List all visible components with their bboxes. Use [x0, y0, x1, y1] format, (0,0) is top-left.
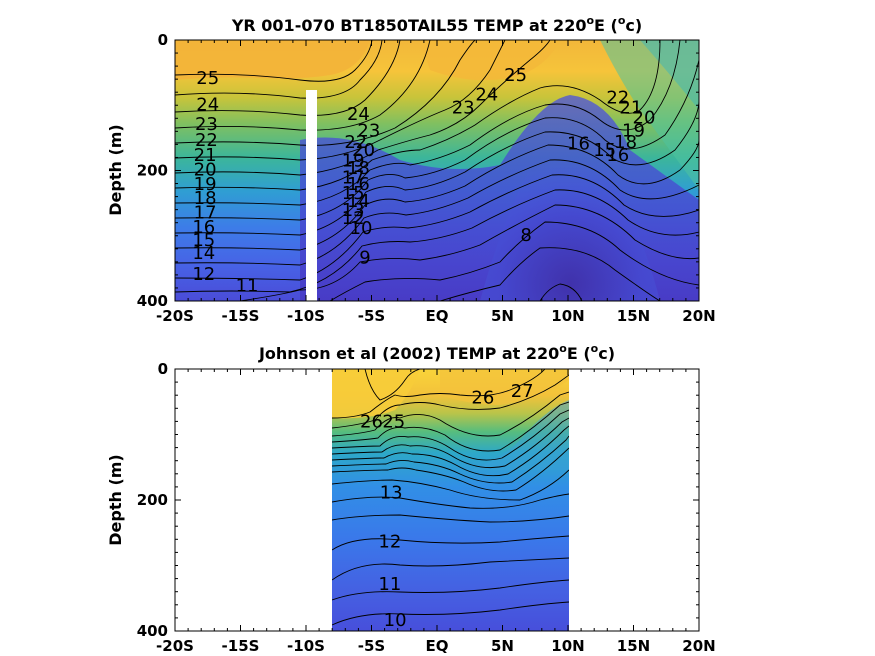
contour-label: 19: [342, 150, 365, 171]
x-tick-label: 10N: [551, 307, 584, 325]
contour-label: 14: [347, 191, 370, 212]
contour-label: 24: [196, 94, 219, 115]
x-tick-label: -5S: [358, 637, 385, 655]
contour-label: 24: [475, 84, 498, 105]
contour-label: 12: [192, 264, 215, 285]
panel-1-axes: -20S -15S -10S -5S EQ 5N 10N 15N 20N 0 200 400: [137, 31, 716, 325]
contour-label: 26: [360, 412, 383, 433]
panel-1-data-gap: [306, 90, 317, 301]
contour-label: 27: [511, 381, 534, 402]
contour-label: 10: [384, 610, 407, 631]
panel-2-contours: [332, 369, 569, 626]
x-tick-label: -10S: [287, 307, 325, 325]
contour-label: 15: [342, 183, 365, 204]
contour-label: 10: [350, 218, 373, 239]
panel-2-field: [332, 369, 569, 631]
panel-1-field: [175, 40, 699, 301]
x-tick-label: 5N: [491, 307, 514, 325]
contour-label: 11: [378, 574, 401, 595]
contour-label: 19: [622, 120, 645, 141]
contour-label: 8: [520, 225, 531, 246]
y-tick-label: 0: [158, 360, 168, 378]
panel-1-contours: [175, 40, 699, 301]
contour-label: 23: [195, 114, 218, 135]
contour-label: 13: [380, 482, 403, 503]
panel-2-ylabel: Depth (m): [106, 454, 125, 546]
contour-label: 19: [194, 174, 217, 195]
x-tick-label: -15S: [222, 637, 260, 655]
x-tick-label: 15N: [617, 307, 650, 325]
contour-label: 24: [347, 104, 370, 125]
contour-label: 25: [504, 65, 527, 86]
contour-label: 16: [192, 217, 215, 238]
panel-1: YR 001-070 BT1850TAIL55 TEMP at 220oE (o…: [106, 14, 716, 325]
contour-label: 9: [359, 248, 370, 269]
x-tick-label: 20N: [682, 637, 715, 655]
panel-2-title: Johnson et al (2002) TEMP at 220oE (oc): [258, 342, 615, 363]
contour-label: 22: [606, 88, 629, 109]
contour-label: 16: [606, 145, 629, 166]
panel-2: Johnson et al (2002) TEMP at 220oE (oc): [106, 342, 716, 655]
y-tick-label: 200: [137, 491, 168, 509]
y-tick-label: 400: [137, 622, 168, 640]
y-tick-label: 200: [137, 162, 168, 180]
contour-label: 17: [194, 203, 217, 224]
contour-label: 18: [194, 188, 217, 209]
x-tick-label: 10N: [551, 637, 584, 655]
contour-label: 21: [194, 145, 217, 166]
contour-label: 23: [452, 98, 475, 119]
contour-label: 22: [195, 130, 218, 151]
contour-label: 11: [236, 276, 259, 297]
contour-label: 23: [357, 120, 380, 141]
x-tick-label: -15S: [222, 307, 260, 325]
contour-label: 25: [196, 68, 219, 89]
contour-label: 16: [567, 133, 590, 154]
x-tick-label: -20S: [156, 637, 194, 655]
x-tick-label: -20S: [156, 307, 194, 325]
contour-label: 14: [192, 243, 215, 264]
panel-1-contour-labels: 2524232221201918171615141211242322201918…: [192, 65, 655, 297]
contour-label: 13: [342, 200, 365, 221]
contour-label: 20: [194, 160, 217, 181]
contour-label: 20: [633, 107, 656, 128]
x-tick-label: 15N: [617, 637, 650, 655]
x-tick-label: 20N: [682, 307, 715, 325]
contour-label: 12: [378, 532, 401, 553]
contour-label: 15: [593, 140, 616, 161]
contour-label: 18: [614, 132, 637, 153]
panel-2-axes: -20S -15S -10S -5S EQ 5N 10N 15N 20N 0 200 400: [137, 360, 716, 655]
x-tick-label: -5S: [358, 307, 385, 325]
contour-label: 17: [342, 167, 365, 188]
y-tick-label: 400: [137, 292, 168, 310]
contour-label: 12: [342, 208, 365, 229]
contour-label: 21: [619, 98, 642, 119]
contour-label: 18: [347, 158, 370, 179]
contour-label: 20: [352, 140, 375, 161]
contour-label: 15: [192, 230, 215, 251]
x-tick-label: 5N: [491, 637, 514, 655]
contour-label: 22: [344, 132, 367, 153]
contour-label: 25: [382, 412, 405, 433]
contour-label: 26: [471, 387, 494, 408]
panel-1-ylabel: Depth (m): [106, 124, 125, 216]
x-tick-label: EQ: [426, 637, 449, 655]
panel-1-title: YR 001-070 BT1850TAIL55 TEMP at 220oE (o…: [231, 14, 642, 35]
y-tick-label: 0: [158, 31, 168, 49]
contour-label: 16: [347, 174, 370, 195]
x-tick-label: EQ: [426, 307, 449, 325]
x-tick-label: -10S: [287, 637, 325, 655]
